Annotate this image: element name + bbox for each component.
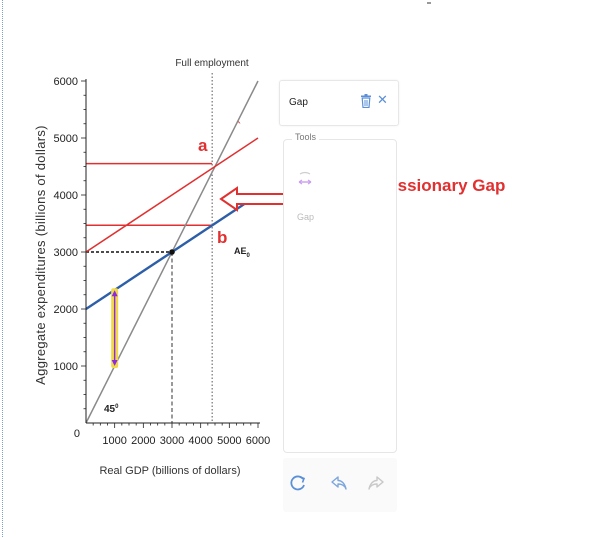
page-edge-dots [2, 0, 3, 537]
panel-title: Gap [289, 97, 308, 108]
point-label-a: a [198, 136, 208, 155]
diagonal-label: 450 [104, 404, 119, 415]
y-tick-label: 5000 [54, 133, 78, 145]
tools-label: Tools [292, 132, 320, 142]
undo-icon[interactable] [330, 474, 348, 492]
reset-icon[interactable] [289, 474, 307, 492]
full-employment-label: Full employment [175, 58, 249, 69]
x-tick-label: 2000 [131, 435, 155, 447]
y-tick-label: 3000 [54, 247, 78, 259]
y-tick-label: 1000 [54, 361, 78, 373]
gap-panel: Gap [279, 80, 399, 126]
y-tick-label: 6000 [54, 76, 78, 88]
tools-box [283, 139, 397, 453]
axes [85, 79, 260, 424]
ae-curve-label: AE0 [234, 246, 251, 259]
y-tick-label: 4000 [54, 190, 78, 202]
x-tick-label: 0 [74, 428, 80, 440]
equilibrium-point [169, 249, 175, 255]
x-tick-label: 4000 [188, 435, 212, 447]
gap-tool-label: Gap [297, 212, 315, 222]
marks [111, 249, 175, 368]
x-tick-label: 1000 [102, 435, 126, 447]
x-tick-label: 3000 [160, 435, 184, 447]
apostrophe-mark: ` [237, 119, 241, 134]
x-tick-label: 6000 [246, 435, 270, 447]
x-tick-label: 5000 [217, 435, 241, 447]
tick-labels: 1000 2000 3000 4000 5000 6000 0 1000 2000 3000 400… [54, 76, 271, 447]
guide-lines [86, 73, 213, 423]
close-icon[interactable]: ✕ [377, 92, 388, 107]
panel-footer [283, 458, 397, 512]
redo-icon[interactable] [367, 474, 385, 492]
gap-arrow-head-up [111, 290, 118, 297]
ae-full-employment-line [85, 137, 259, 253]
x-axis-label: Real GDP (billions of dollars) [99, 465, 240, 477]
y-tick-label: 2000 [54, 304, 78, 316]
gap-arrow-head-down [111, 360, 118, 366]
gap-tool-icon[interactable] [294, 170, 316, 192]
y-axis-label: Aggregate expenditures (billions of doll… [33, 125, 48, 385]
trash-icon[interactable] [360, 94, 372, 108]
point-label-b: b [217, 228, 227, 247]
top-mark [427, 2, 431, 4]
